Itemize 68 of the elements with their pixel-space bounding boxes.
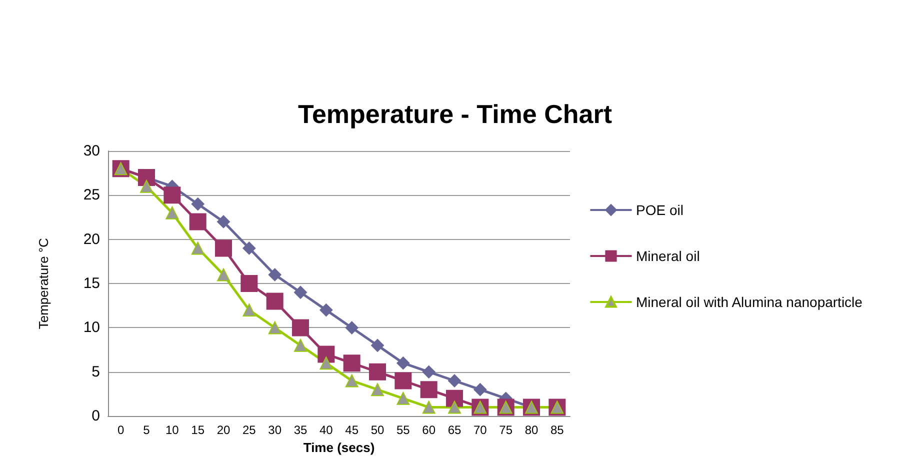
x-tick-label: 75 xyxy=(499,423,513,438)
point xyxy=(420,381,438,398)
point xyxy=(369,363,386,380)
point xyxy=(217,215,230,228)
point xyxy=(189,213,206,230)
point xyxy=(294,338,307,352)
y-tick-label: 25 xyxy=(83,186,100,204)
point xyxy=(266,292,284,310)
point xyxy=(191,242,204,255)
point xyxy=(242,242,256,255)
point xyxy=(320,356,333,370)
x-axis-title: Time (secs) xyxy=(303,440,375,455)
point xyxy=(446,390,463,407)
y-tick-label: 15 xyxy=(83,275,100,292)
point xyxy=(396,392,410,405)
point xyxy=(396,356,410,370)
x-tick-label: 10 xyxy=(165,423,180,438)
y-tick-label: 30 xyxy=(83,142,100,160)
point xyxy=(215,240,232,257)
x-tick-label: 65 xyxy=(448,423,462,438)
x-tick-label: 25 xyxy=(242,423,256,438)
point xyxy=(448,374,461,388)
x-tick-label: 0 xyxy=(117,423,124,438)
legend-label: Mineral oil xyxy=(636,248,700,264)
y-tick-label: 10 xyxy=(83,319,100,336)
y-tick-label: 0 xyxy=(92,408,100,425)
point xyxy=(191,198,204,211)
y-tick-label: 20 xyxy=(83,230,100,248)
x-tick-label: 30 xyxy=(268,423,282,438)
point xyxy=(320,304,333,317)
point xyxy=(242,304,256,317)
x-tick-label: 80 xyxy=(524,423,538,438)
point xyxy=(371,338,384,352)
x-tick-label: 70 xyxy=(473,423,488,438)
point xyxy=(217,268,230,282)
y-axis-title: Temperature °C xyxy=(36,238,51,330)
chart-title: Temperature - Time Chart xyxy=(298,99,612,129)
point xyxy=(422,400,436,414)
legend-label: Mineral oil with Alumina nanoparticle xyxy=(636,294,863,310)
point xyxy=(268,321,282,334)
x-tick-label: 20 xyxy=(216,423,230,438)
point xyxy=(318,346,335,363)
x-tick-label: 55 xyxy=(396,423,410,438)
x-tick-label: 50 xyxy=(370,423,384,438)
x-tick-label: 40 xyxy=(319,423,334,438)
point xyxy=(166,206,179,220)
x-tick-label: 5 xyxy=(143,423,150,438)
point xyxy=(240,275,258,292)
x-tick-label: 15 xyxy=(191,423,205,438)
point xyxy=(268,268,282,282)
point xyxy=(345,374,358,388)
point xyxy=(394,372,412,390)
point xyxy=(140,180,153,193)
point xyxy=(292,319,309,336)
x-tick-label: 85 xyxy=(550,423,564,438)
legend-label: POE oil xyxy=(636,202,684,218)
y-tick-label: 5 xyxy=(92,363,100,380)
point xyxy=(474,383,487,396)
point xyxy=(422,365,436,378)
point xyxy=(371,383,384,396)
x-tick-label: 35 xyxy=(294,423,308,438)
point xyxy=(343,354,360,372)
x-tick-label: 45 xyxy=(345,423,359,438)
x-tick-label: 60 xyxy=(422,423,436,438)
point xyxy=(164,186,181,204)
point xyxy=(294,286,307,299)
point xyxy=(345,321,358,334)
point xyxy=(448,400,461,414)
